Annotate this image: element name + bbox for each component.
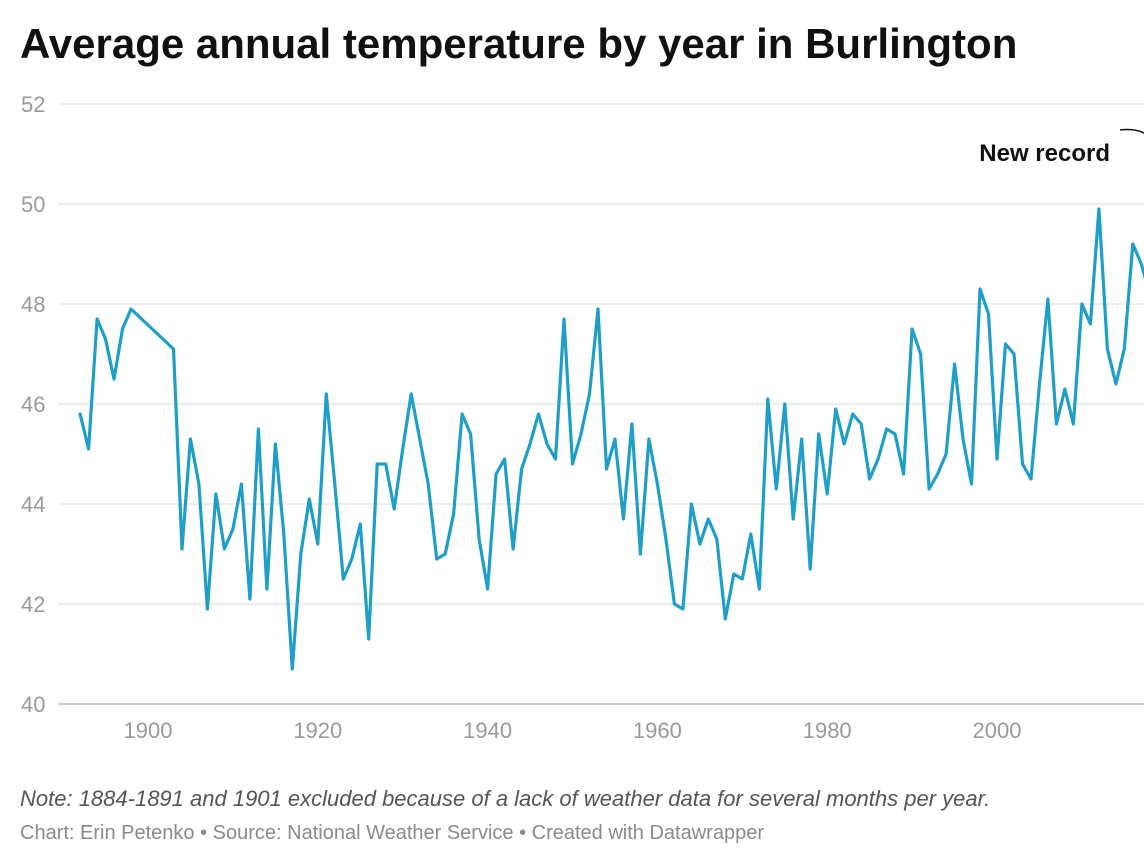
annotation-layer: New record	[979, 128, 1144, 167]
grid-lines	[58, 103, 1144, 705]
chart-note: Note: 1884-1891 and 1901 excluded becaus…	[20, 786, 991, 811]
chart-title: Average annual temperature by year in Bu…	[20, 20, 1018, 67]
y-tick-label-52: 52	[21, 92, 45, 117]
annotation-label: New record	[979, 140, 1110, 167]
y-tick-label-50: 50	[21, 192, 45, 217]
x-tick-label-1900: 1900	[124, 718, 173, 743]
y-tick-label-42: 42	[21, 592, 45, 617]
x-tick-label-1940: 1940	[463, 718, 512, 743]
annotation-arrow	[1119, 128, 1144, 134]
x-tick-label-1920: 1920	[293, 718, 342, 743]
y-axis-labels: 40 42 44 46 48 50 52	[21, 92, 45, 717]
y-tick-label-46: 46	[21, 392, 45, 417]
x-tick-label-1980: 1980	[803, 718, 852, 743]
y-tick-label-40: 40	[21, 692, 45, 717]
x-tick-label-1960: 1960	[633, 718, 682, 743]
x-axis-labels: 1900192019401960198020002	[124, 718, 1022, 743]
series-line-0	[78, 207, 1144, 671]
chart-credit: Chart: Erin Petenko • Source: National W…	[20, 822, 764, 844]
y-tick-label-48: 48	[21, 292, 45, 317]
series-layer	[78, 207, 1144, 671]
y-tick-label-44: 44	[21, 492, 45, 517]
x-tick-label-2000: 2000	[973, 718, 1022, 743]
